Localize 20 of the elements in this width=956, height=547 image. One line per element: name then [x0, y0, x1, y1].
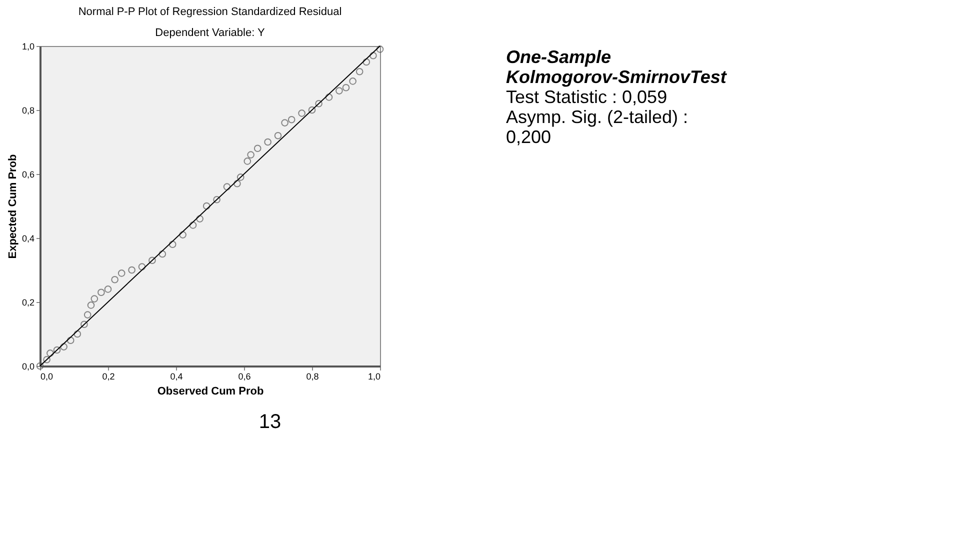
text: 13 — [258, 411, 282, 433]
y-tick-label: 0,8 — [22, 106, 34, 116]
chart-title: Normal P-P Plot of Regression Standardized Residual — [78, 6, 342, 18]
x-tick-label: 0,4 — [170, 372, 183, 382]
x-tick-label: 0,6 — [238, 372, 251, 382]
text: One-Sample Kolmogorov-SmirnovTest — [506, 47, 728, 87]
text: Asymp. Sig. (2-tailed) : 0,200 — [506, 107, 688, 147]
x-tick-label: 1,0 — [368, 372, 380, 382]
x-tick-label: 0,2 — [102, 372, 115, 382]
y-axis-title: Expected Cum Prob — [6, 154, 19, 259]
y-tick-label: 0,6 — [22, 170, 34, 180]
x-tick-label: 0,8 — [306, 372, 319, 382]
x-axis-title: Observed Cum Prob — [157, 386, 264, 398]
y-tick-label: 0,4 — [22, 234, 34, 244]
chart-subtitle: Dependent Variable: Y — [155, 27, 266, 39]
text: Test Statistic : 0,059 — [506, 87, 668, 107]
y-tick-label: 1,0 — [22, 42, 34, 52]
x-tick-label: 0,0 — [40, 372, 54, 382]
y-tick-label: 0,0 — [22, 362, 34, 372]
y-tick-label: 0,2 — [22, 298, 34, 308]
